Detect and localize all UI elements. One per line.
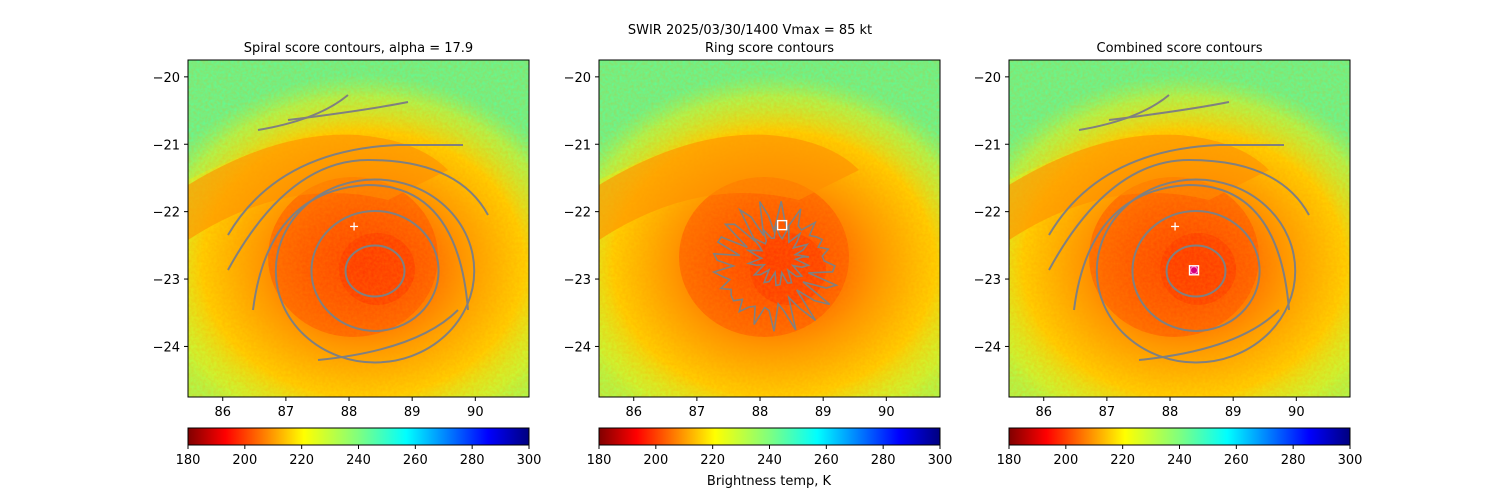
contour-line <box>1165 244 1227 298</box>
x-tick-label: 86 <box>214 405 231 420</box>
contour-line <box>1108 101 1230 121</box>
colorbar: 180 200 220 240 260 280 300 <box>587 427 953 468</box>
colorbar-label: Brightness temp, K <box>707 474 832 489</box>
colorbar-tick-label: 280 <box>460 453 485 468</box>
y-tick-label: −21 <box>153 138 180 153</box>
score-contours <box>1048 94 1310 364</box>
y-tick-label: −24 <box>153 340 180 355</box>
y-tick-label: −23 <box>974 273 1001 288</box>
score-contours <box>711 201 839 332</box>
y-tick-label: −24 <box>564 340 591 355</box>
colorbar-tick-label: 280 <box>1281 453 1306 468</box>
colorbar-tick-label: 240 <box>1167 453 1192 468</box>
panel-spiral: Spiral score contours, alpha = 17.9 86 87 8… <box>153 41 542 468</box>
contour-line <box>745 223 811 287</box>
colorbar-tick-label: 200 <box>1053 453 1078 468</box>
axes-frame <box>187 59 530 398</box>
colorbar-tick-label: 300 <box>928 453 953 468</box>
colorbar-tick-label: 300 <box>517 453 542 468</box>
brightness-image <box>599 60 940 397</box>
y-tick-label: −22 <box>564 206 591 221</box>
contour-line <box>1048 144 1284 236</box>
x-tick-label: 88 <box>752 405 769 420</box>
score-contours <box>227 94 489 364</box>
x-tick-label: 87 <box>689 405 706 420</box>
y-tick-label: −23 <box>153 273 180 288</box>
panel-ring: Ring score contours 86 87 88 89 90 −20 −21 −22 −2… <box>564 41 953 468</box>
y-tick-label: −22 <box>974 206 1001 221</box>
brightness-image <box>188 60 529 397</box>
panel-title: Spiral score contours, alpha = 17.9 <box>244 41 473 56</box>
x-tick-label: 86 <box>1035 405 1052 420</box>
contour-line <box>274 178 476 364</box>
y-tick-label: −23 <box>564 273 591 288</box>
contour-line <box>711 201 839 332</box>
center-plus-marker <box>1171 222 1180 231</box>
brightness-image <box>1009 60 1350 397</box>
x-tick-label: 87 <box>1099 405 1116 420</box>
y-tick-label: −20 <box>153 71 180 86</box>
contour-line <box>1048 158 1310 271</box>
contour-line <box>1073 183 1290 311</box>
x-tick-label: 89 <box>404 405 421 420</box>
contour-line <box>252 183 469 311</box>
colorbar-tick-label: 200 <box>643 453 668 468</box>
colorbar-tick-label: 220 <box>289 453 314 468</box>
colorbar-tick-label: 260 <box>403 453 428 468</box>
y-tick-label: −21 <box>564 138 591 153</box>
x-tick-label: 87 <box>278 405 295 420</box>
suptitle: SWIR 2025/03/30/1400 Vmax = 85 kt <box>627 23 873 38</box>
colorbar: 180 200 220 240 260 280 300 <box>176 427 542 468</box>
y-tick-label: −21 <box>974 138 1001 153</box>
colorbar-tick-label: 280 <box>871 453 896 468</box>
panel-title: Ring score contours <box>705 41 834 56</box>
center-plus-marker <box>350 222 359 231</box>
panel-title: Combined score contours <box>1097 41 1263 56</box>
colorbar-tick-label: 260 <box>1224 453 1249 468</box>
x-tick-label: 88 <box>1162 405 1179 420</box>
axes-frame <box>1008 59 1351 398</box>
y-tick-label: −22 <box>153 206 180 221</box>
colorbar-tick-label: 260 <box>814 453 839 468</box>
contour-line <box>1095 178 1297 364</box>
contour-line <box>310 209 440 332</box>
x-tick-label: 89 <box>815 405 832 420</box>
x-tick-label: 90 <box>878 405 895 420</box>
y-tick-label: −20 <box>564 71 591 86</box>
x-tick-label: 90 <box>1288 405 1305 420</box>
figure-title: SWIR 2025/03/30/1400 Vmax = 85 kt <box>0 22 1500 39</box>
contour-line <box>344 244 406 298</box>
panel-combined: Combined score contours 86 87 88 89 90 −20 −21 −… <box>974 41 1363 468</box>
colorbar-tick-label: 240 <box>757 453 782 468</box>
contour-line <box>1138 309 1280 361</box>
colorbar-tick-label: 300 <box>1338 453 1363 468</box>
colorbar-tick-label: 180 <box>176 453 201 468</box>
contour-line <box>227 144 463 236</box>
contour-line <box>287 101 409 121</box>
x-tick-label: 86 <box>625 405 642 420</box>
axes-frame <box>598 59 941 398</box>
x-tick-label: 90 <box>467 405 484 420</box>
x-tick-label: 89 <box>1225 405 1242 420</box>
contour-line <box>1131 209 1261 332</box>
colorbar-tick-label: 200 <box>232 453 257 468</box>
contour-line <box>227 158 489 271</box>
colorbar-tick-label: 220 <box>1110 453 1135 468</box>
x-tick-label: 88 <box>341 405 358 420</box>
y-tick-label: −20 <box>974 71 1001 86</box>
contour-line <box>317 309 459 361</box>
colorbar-tick-label: 240 <box>346 453 371 468</box>
colorbar: 180 200 220 240 260 280 300 <box>997 427 1363 468</box>
center-square-marker <box>776 219 788 231</box>
center-circle-marker <box>1190 266 1199 275</box>
colorbar-tick-label: 180 <box>587 453 612 468</box>
y-tick-label: −24 <box>974 340 1001 355</box>
colorbar-tick-label: 220 <box>700 453 725 468</box>
colorbar-tick-label: 180 <box>997 453 1022 468</box>
